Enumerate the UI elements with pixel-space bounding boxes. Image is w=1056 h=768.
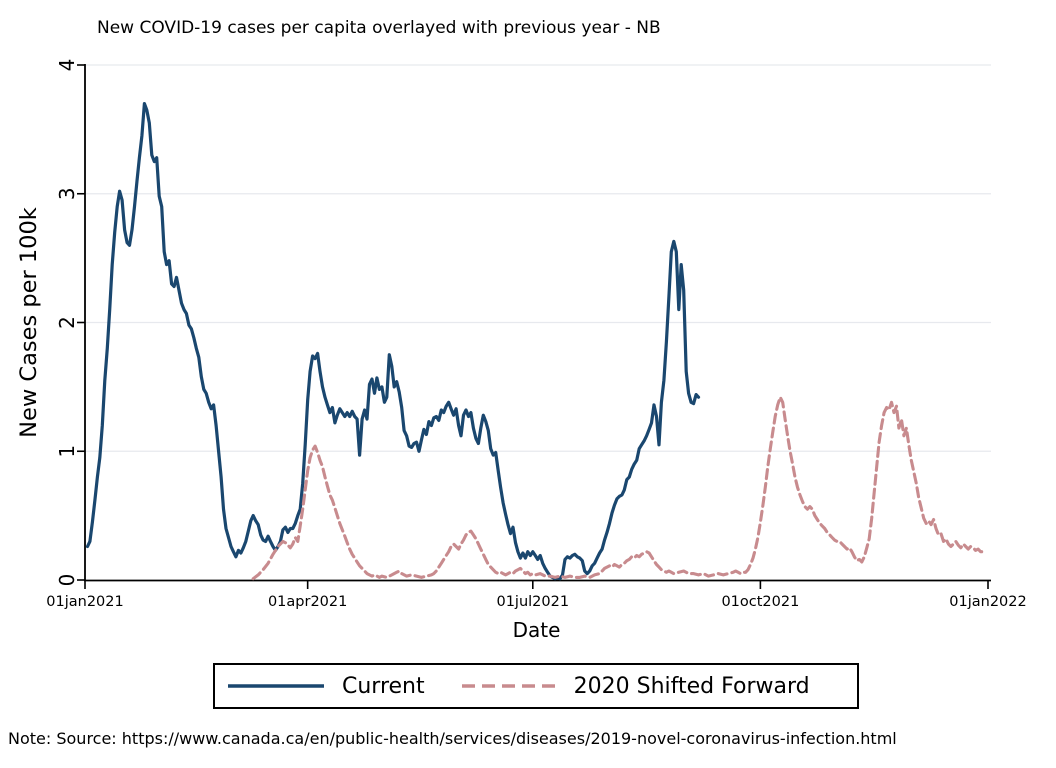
legend-label-shifted: 2020 Shifted Forward (573, 673, 810, 699)
series-line-2020-shifted-forward (251, 395, 985, 581)
y-tick-label-4: 4 (55, 59, 79, 72)
y-tick-label-2: 2 (55, 316, 79, 329)
legend-swatch-current (228, 684, 324, 688)
x-tick-label-01jan2021: 01jan2021 (46, 594, 123, 610)
legend-box: Current 2020 Shifted Forward (213, 663, 859, 709)
legend-label-current: Current (342, 673, 425, 699)
x-axis-title: Date (513, 618, 561, 642)
x-tick-label-01jul2021: 01jul2021 (496, 594, 569, 610)
series-line-current (85, 101, 701, 581)
legend-swatch-shifted (461, 684, 558, 688)
y-axis-title: New Cases per 100k (16, 207, 42, 438)
plot-svg: 0 1 2 3 4 01jan2021 01apr2021 01jul2021 01oct202… (16, 59, 1027, 642)
y-tick-label-0: 0 (55, 574, 79, 587)
y-tick-label-1: 1 (55, 445, 79, 458)
y-tick-label-3: 3 (55, 187, 79, 200)
source-note: Note: Source: https://www.canada.ca/en/p… (8, 729, 897, 748)
x-tick-label-01jan2022: 01jan2022 (949, 594, 1026, 610)
chart-title: New COVID-19 cases per capita overlayed … (97, 18, 661, 38)
x-tick-label-01oct2021: 01oct2021 (721, 594, 799, 610)
x-tick-label-01apr2021: 01apr2021 (268, 594, 347, 610)
